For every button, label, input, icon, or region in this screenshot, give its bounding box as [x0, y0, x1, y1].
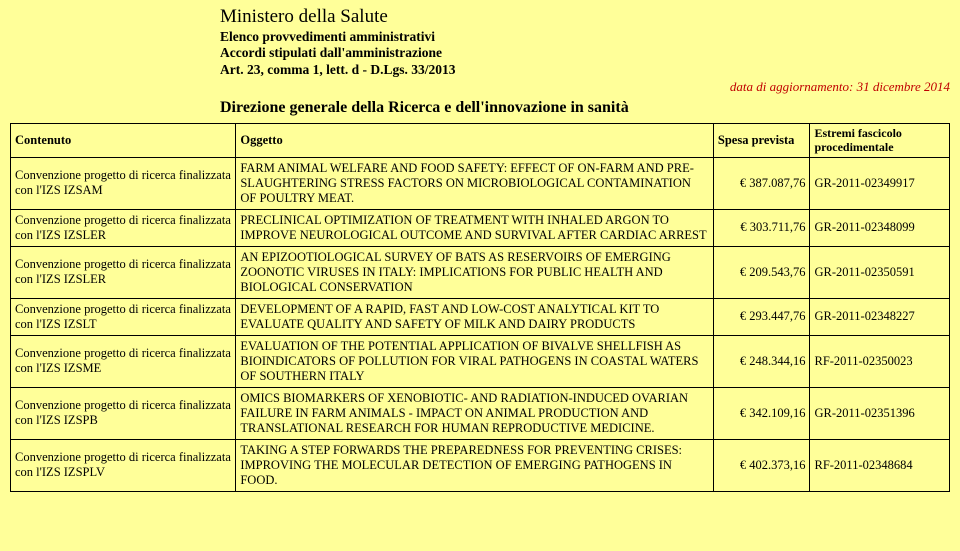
cell-oggetto: AN EPIZOOTIOLOGICAL SURVEY OF BATS AS RE…	[236, 246, 714, 298]
cell-contenuto: Convenzione progetto di ricerca finalizz…	[11, 335, 236, 387]
cell-oggetto: FARM ANIMAL WELFARE AND FOOD SAFETY: EFF…	[236, 157, 714, 209]
cell-contenuto: Convenzione progetto di ricerca finalizz…	[11, 157, 236, 209]
cell-estremi: GR-2011-02351396	[810, 387, 950, 439]
cell-oggetto: DEVELOPMENT OF A RAPID, FAST AND LOW-COS…	[236, 298, 714, 335]
cell-estremi: GR-2011-02348099	[810, 209, 950, 246]
cell-spesa: € 387.087,76	[713, 157, 810, 209]
th-oggetto: Oggetto	[236, 124, 714, 157]
table-row: Convenzione progetto di ricerca finalizz…	[11, 298, 950, 335]
cell-contenuto: Convenzione progetto di ricerca finalizz…	[11, 439, 236, 491]
table-row: Convenzione progetto di ricerca finalizz…	[11, 157, 950, 209]
table-row: Convenzione progetto di ricerca finalizz…	[11, 209, 950, 246]
cell-oggetto: TAKING A STEP FORWARDS THE PREPAREDNESS …	[236, 439, 714, 491]
table-header-row: Contenuto Oggetto Spesa prevista Estremi…	[11, 124, 950, 157]
header-block: Ministero della Salute Elenco provvedime…	[220, 6, 950, 77]
table-row: Convenzione progetto di ricerca finalizz…	[11, 387, 950, 439]
table-row: Convenzione progetto di ricerca finalizz…	[11, 439, 950, 491]
cell-estremi: GR-2011-02349917	[810, 157, 950, 209]
th-contenuto: Contenuto	[11, 124, 236, 157]
cell-contenuto: Convenzione progetto di ricerca finalizz…	[11, 209, 236, 246]
cell-oggetto: PRECLINICAL OPTIMIZATION OF TREATMENT WI…	[236, 209, 714, 246]
table-row: Convenzione progetto di ricerca finalizz…	[11, 335, 950, 387]
table-row: Convenzione progetto di ricerca finalizz…	[11, 246, 950, 298]
cell-estremi: RF-2011-02350023	[810, 335, 950, 387]
cell-spesa: € 342.109,16	[713, 387, 810, 439]
ministry-title: Ministero della Salute	[220, 6, 950, 28]
table-body: Convenzione progetto di ricerca finalizz…	[11, 157, 950, 491]
subtitle-1: Elenco provvedimenti amministrativi	[220, 29, 950, 45]
cell-estremi: GR-2011-02348227	[810, 298, 950, 335]
cell-contenuto: Convenzione progetto di ricerca finalizz…	[11, 298, 236, 335]
cell-spesa: € 303.711,76	[713, 209, 810, 246]
cell-oggetto: EVALUATION OF THE POTENTIAL APPLICATION …	[236, 335, 714, 387]
cell-oggetto: OMICS BIOMARKERS OF XENOBIOTIC- AND RADI…	[236, 387, 714, 439]
cell-estremi: GR-2011-02350591	[810, 246, 950, 298]
update-date: data di aggiornamento: 31 dicembre 2014	[10, 79, 950, 95]
subtitle-3: Art. 23, comma 1, lett. d - D.Lgs. 33/20…	[220, 62, 950, 78]
direzione-title: Direzione generale della Ricerca e dell'…	[220, 99, 950, 117]
cell-spesa: € 248.344,16	[713, 335, 810, 387]
cell-contenuto: Convenzione progetto di ricerca finalizz…	[11, 246, 236, 298]
subtitle-2: Accordi stipulati dall'amministrazione	[220, 45, 950, 61]
cell-spesa: € 209.543,76	[713, 246, 810, 298]
cell-estremi: RF-2011-02348684	[810, 439, 950, 491]
cell-contenuto: Convenzione progetto di ricerca finalizz…	[11, 387, 236, 439]
th-spesa: Spesa prevista	[713, 124, 810, 157]
page: Ministero della Salute Elenco provvedime…	[0, 0, 960, 551]
cell-spesa: € 293.447,76	[713, 298, 810, 335]
data-table: Contenuto Oggetto Spesa prevista Estremi…	[10, 123, 950, 491]
cell-spesa: € 402.373,16	[713, 439, 810, 491]
th-estremi: Estremi fascicolo procedimentale	[810, 124, 950, 157]
